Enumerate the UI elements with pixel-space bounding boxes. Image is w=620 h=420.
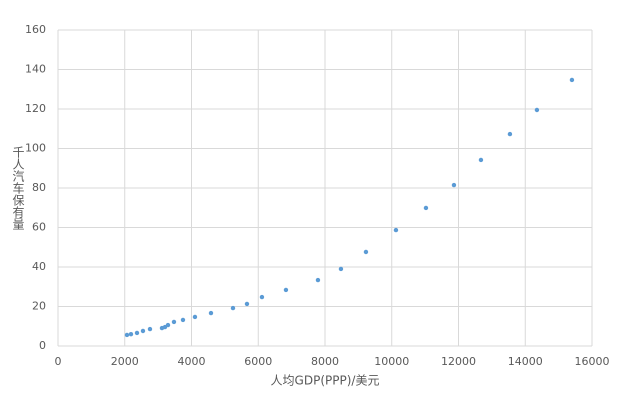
- y-tick-label: 0: [39, 339, 46, 352]
- x-tick-label: 14000: [508, 355, 543, 368]
- point: [230, 305, 236, 311]
- point: [534, 107, 540, 113]
- x-tick-label: 0: [55, 355, 62, 368]
- y-tick-label: 160: [25, 23, 46, 36]
- point: [363, 249, 369, 255]
- point: [244, 301, 250, 307]
- point: [259, 294, 265, 300]
- x-tick-label: 10000: [374, 355, 409, 368]
- point: [128, 331, 134, 337]
- x-tick-label: 6000: [244, 355, 272, 368]
- point: [165, 322, 171, 328]
- point: [338, 266, 344, 272]
- point: [478, 157, 484, 163]
- x-tick-label: 16000: [575, 355, 610, 368]
- point: [451, 182, 457, 188]
- x-tick-label: 12000: [441, 355, 476, 368]
- point: [124, 332, 130, 338]
- point: [569, 77, 575, 83]
- x-tick-label: 4000: [178, 355, 206, 368]
- y-tick-label: 120: [25, 102, 46, 115]
- x-tick-label: 8000: [311, 355, 339, 368]
- y-tick-label: 40: [32, 260, 46, 273]
- point: [208, 310, 214, 316]
- point: [171, 319, 177, 325]
- point: [147, 326, 153, 332]
- y-tick-label: 80: [32, 181, 46, 194]
- x-tick-label: 2000: [111, 355, 139, 368]
- point: [134, 330, 140, 336]
- y-tick-label: 100: [25, 142, 46, 155]
- point: [507, 131, 513, 137]
- point: [315, 277, 321, 283]
- y-tick-label: 20: [32, 300, 46, 313]
- point: [180, 317, 186, 323]
- point: [283, 287, 289, 293]
- y-tick-label: 60: [32, 221, 46, 234]
- y-tick-label: 140: [25, 63, 46, 76]
- x-axis-label: 人均GDP(PPP)/美元: [271, 374, 380, 388]
- y-axis-label: 千人汽车保有量: [11, 146, 25, 230]
- point: [393, 227, 399, 233]
- point: [140, 328, 146, 334]
- point: [423, 205, 429, 211]
- point: [192, 314, 198, 320]
